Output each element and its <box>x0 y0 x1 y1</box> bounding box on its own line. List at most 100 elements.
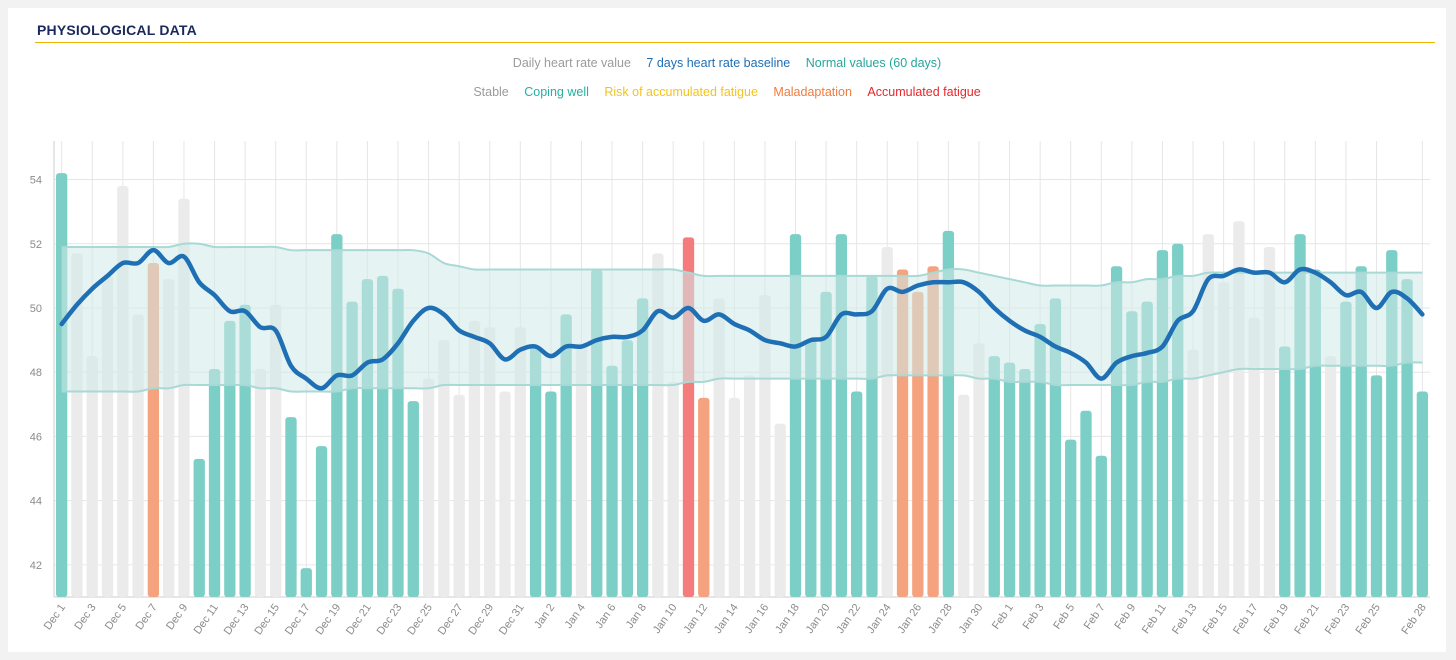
legend-7day-baseline[interactable]: 7 days heart rate baseline <box>646 56 791 70</box>
legend-normal-values[interactable]: Normal values (60 days) <box>805 56 942 70</box>
normal-band-lower <box>61 361 1423 393</box>
x-tick-label: Dec 23 <box>375 602 405 637</box>
hr-bar <box>1019 369 1031 597</box>
x-tick-label: Jan 26 <box>896 602 925 636</box>
x-tick-label: Dec 21 <box>344 602 374 637</box>
status-legend: Stable Coping well Risk of accumulated f… <box>8 85 1446 99</box>
x-tick-label: Dec 19 <box>313 602 343 637</box>
x-tick-label: Feb 9 <box>1112 602 1138 632</box>
hr-bar <box>514 327 526 597</box>
x-tick-label: Jan 24 <box>865 602 894 636</box>
x-tick-label: Feb 3 <box>1021 602 1047 632</box>
legend-risk-of-fatigue[interactable]: Risk of accumulated fatigue <box>604 85 758 99</box>
x-tick-label: Dec 3 <box>72 602 98 632</box>
hr-bar <box>484 327 496 597</box>
hr-bar <box>988 356 1000 597</box>
legend-stable[interactable]: Stable <box>473 85 509 99</box>
hr-bar <box>1279 346 1291 597</box>
x-tick-label: Feb 1 <box>990 602 1016 632</box>
y-tick-label: 44 <box>30 496 42 508</box>
physiological-data-card: PHYSIOLOGICAL DATA Daily heart rate valu… <box>8 8 1446 652</box>
x-tick-label: Jan 6 <box>593 602 618 631</box>
hr-bar <box>1095 455 1107 597</box>
hr-bar <box>698 397 710 597</box>
hr-bar <box>86 356 98 597</box>
hr-bar <box>315 446 328 597</box>
hr-bar <box>529 346 542 597</box>
x-tick-label: Feb 25 <box>1353 602 1382 637</box>
hr-bar <box>1416 391 1429 597</box>
hr-bar <box>805 340 817 597</box>
x-tick-label: Feb 13 <box>1170 602 1199 637</box>
hr-bar <box>1248 317 1260 597</box>
hr-bar <box>1187 349 1199 597</box>
x-tick-label: Dec 5 <box>103 602 129 632</box>
hr-bar <box>193 458 205 597</box>
x-tick-label: Feb 23 <box>1323 602 1352 637</box>
title-underline <box>35 42 1435 43</box>
x-tick-label: Feb 19 <box>1262 602 1291 637</box>
hr-bar <box>300 568 312 597</box>
x-tick-label: Feb 21 <box>1292 602 1321 637</box>
hr-bar <box>1034 324 1046 597</box>
hr-bar <box>208 369 221 597</box>
hr-bar <box>285 417 297 597</box>
legend-accumulated-fatigue[interactable]: Accumulated fatigue <box>867 85 981 99</box>
x-tick-label: Jan 12 <box>681 602 710 636</box>
x-tick-label: Jan 4 <box>563 602 588 631</box>
x-tick-label: Jan 30 <box>957 602 986 636</box>
x-tick-label: Dec 7 <box>134 602 160 632</box>
hr-bar <box>728 397 741 597</box>
x-tick-label: Feb 17 <box>1231 602 1260 637</box>
x-tick-label: Jan 14 <box>712 602 741 636</box>
hr-bar <box>1003 362 1016 597</box>
hr-bar <box>1370 375 1383 597</box>
hr-bar <box>958 394 970 597</box>
x-tick-label: Feb 5 <box>1051 602 1077 632</box>
hr-bar <box>851 391 863 597</box>
hr-bar <box>774 423 786 597</box>
hr-bar <box>254 369 267 597</box>
hr-bar <box>667 381 679 597</box>
hr-bar <box>743 375 756 597</box>
legend-daily-heart-rate[interactable]: Daily heart rate value <box>512 56 631 70</box>
hr-bar <box>407 401 419 597</box>
y-tick-label: 52 <box>30 239 42 251</box>
x-tick-label: Dec 29 <box>466 602 496 637</box>
normal-band <box>61 243 1423 392</box>
legend-coping-well[interactable]: Coping well <box>524 85 589 99</box>
y-tick-label: 54 <box>30 175 42 187</box>
baseline-line <box>59 247 1425 391</box>
x-tick-label: Dec 17 <box>283 602 313 637</box>
y-tick-label: 46 <box>30 431 42 443</box>
x-tick-label: Jan 28 <box>926 602 955 636</box>
hr-bar <box>1080 410 1092 597</box>
hr-bar <box>468 320 481 597</box>
y-tick-label: 48 <box>30 367 42 379</box>
hr-bar <box>422 378 435 597</box>
x-tick-label: Jan 18 <box>773 602 802 636</box>
x-tick-label: Feb 7 <box>1082 602 1108 632</box>
legend-maladaptation[interactable]: Maladaptation <box>773 85 852 99</box>
section-title: PHYSIOLOGICAL DATA <box>37 22 197 38</box>
hr-bar <box>1324 356 1337 597</box>
x-tick-label: Dec 9 <box>164 602 190 632</box>
hr-bar <box>973 343 985 597</box>
y-tick-label: 50 <box>30 303 42 315</box>
x-tick-label: Jan 20 <box>804 602 833 636</box>
hr-bar <box>499 391 511 597</box>
hr-bar <box>606 365 618 597</box>
x-tick-label: Dec 25 <box>405 602 435 637</box>
x-tick-label: Jan 8 <box>624 602 649 631</box>
hr-bar <box>453 394 465 597</box>
series-legend: Daily heart rate value 7 days heart rate… <box>8 56 1446 70</box>
x-tick-label: Dec 11 <box>192 602 221 637</box>
x-tick-label: Jan 16 <box>743 602 772 636</box>
x-tick-label: Jan 2 <box>532 602 557 631</box>
hr-bar <box>224 320 236 597</box>
normal-band-upper <box>61 242 1423 287</box>
x-tick-label: Jan 10 <box>651 602 680 636</box>
x-tick-label: Feb 11 <box>1140 602 1169 636</box>
x-tick-label: Dec 13 <box>222 602 252 637</box>
